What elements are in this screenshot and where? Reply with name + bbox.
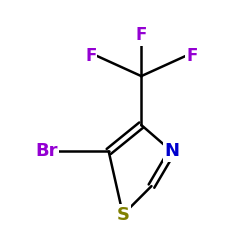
Text: F: F (186, 47, 198, 65)
Text: F: F (85, 47, 96, 65)
Text: Br: Br (35, 142, 58, 160)
Text: N: N (164, 142, 179, 160)
Text: S: S (116, 206, 130, 224)
Text: F: F (136, 26, 147, 44)
